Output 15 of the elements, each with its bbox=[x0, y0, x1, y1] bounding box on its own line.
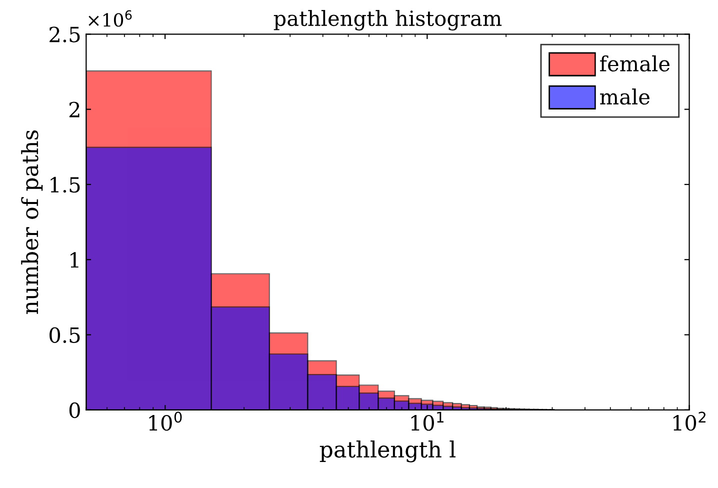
x-tick-label: 10$^{1}$ bbox=[411, 412, 444, 431]
legend-label: male bbox=[600, 88, 650, 105]
y-tick-label: 1 bbox=[70, 252, 78, 268]
text: ×10$^{6}$ bbox=[88, 10, 132, 27]
chart-title: pathlength histogram bbox=[274, 10, 502, 30]
x-tick-label: 10$^{0}$ bbox=[149, 412, 182, 431]
x-tick-label: 10$^{2}$ bbox=[673, 412, 706, 431]
y-tick-label: 0 bbox=[69, 402, 80, 418]
y-tick-label: 2.5 bbox=[50, 26, 80, 42]
y-tick-label: 2 bbox=[69, 102, 80, 118]
y-tick-label: 0.5 bbox=[50, 327, 80, 343]
y-tick-label: 1.5 bbox=[50, 176, 80, 193]
legend-label: female bbox=[600, 55, 670, 72]
y-axis-title: number of paths bbox=[21, 130, 43, 314]
x-axis-title: pathlength l bbox=[320, 440, 456, 462]
